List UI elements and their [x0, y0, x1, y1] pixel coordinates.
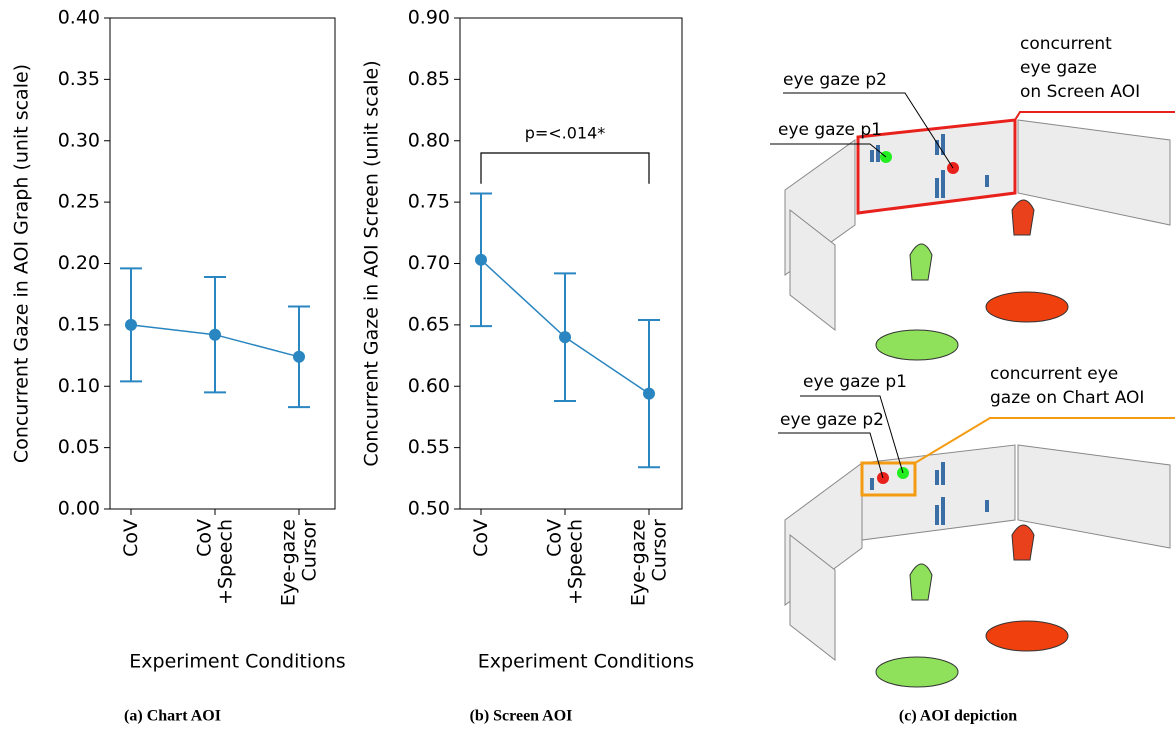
bracket	[481, 153, 649, 184]
y-tick-label: 0.80	[408, 129, 450, 151]
point	[293, 351, 305, 363]
person-p2	[1012, 525, 1034, 560]
x-tick-line: Cursor	[298, 519, 320, 582]
person-p1	[910, 564, 932, 600]
person-p1	[910, 244, 932, 280]
x-tick-label: CoV+Speech	[543, 519, 586, 605]
y-tick-label: 0.25	[58, 191, 100, 213]
label: eye gaze p2	[783, 70, 887, 90]
y-tick-label: 0.60	[408, 375, 450, 397]
panel	[1018, 445, 1170, 548]
x-axis-label: Experiment Conditions	[129, 651, 345, 673]
point	[643, 388, 655, 400]
panel	[862, 445, 1015, 540]
y-tick-label: 0.85	[408, 68, 450, 90]
x-tick-label: Eye-gazeCursor	[627, 519, 670, 606]
floor-p2	[986, 621, 1068, 651]
x-tick-line: +Speech	[564, 519, 586, 605]
line: on Screen AOI	[1020, 82, 1140, 102]
y-tick-label: 0.30	[58, 129, 100, 151]
x-tick-line: Cursor	[648, 519, 670, 582]
panel	[1018, 120, 1170, 225]
line: concurrent eye	[990, 364, 1118, 384]
label: eye gaze p1	[778, 120, 882, 140]
y-tick-label: 0.00	[58, 498, 100, 520]
y-tick-label: 0.55	[408, 436, 450, 458]
x-tick-line: Eye-gaze	[627, 519, 649, 606]
floor-p1	[876, 330, 958, 360]
x-axis-label: Experiment Conditions	[478, 651, 694, 673]
point	[475, 254, 487, 266]
leader	[1015, 112, 1175, 120]
annotation: p=<.014*	[525, 124, 606, 143]
label: eye gaze p1	[803, 372, 907, 392]
label: eye gaze p2	[780, 410, 884, 430]
line: concurrent	[1020, 34, 1112, 54]
x-tick-label: CoV	[120, 519, 142, 557]
point	[209, 329, 221, 341]
x-tick-label: CoV	[470, 519, 492, 557]
caption: (c) AOI depiction	[899, 708, 1017, 725]
x-tick-line: CoV	[470, 519, 492, 557]
y-tick-label: 0.20	[58, 252, 100, 274]
y-tick-label: 0.05	[58, 436, 100, 458]
x-tick-line: CoV	[120, 519, 142, 557]
y-tick-label: 0.40	[58, 7, 100, 29]
person-p2	[1012, 200, 1034, 235]
x-tick-label: Eye-gazeCursor	[277, 519, 320, 606]
point	[559, 331, 571, 343]
floor-p1	[876, 657, 958, 687]
y-tick-label: 0.35	[58, 68, 100, 90]
caption: (b) Screen AOI	[470, 708, 573, 725]
floor-p2	[986, 292, 1068, 322]
point	[125, 319, 137, 331]
label: concurrent eye gaze on Screen AOI	[1020, 34, 1140, 102]
plot-frame	[110, 18, 335, 509]
illustration: eye gaze p2 eye gaze p1 concurrent eye ga…	[770, 34, 1175, 725]
y-tick-label: 0.70	[408, 252, 450, 274]
y-tick-label: 0.90	[408, 7, 450, 29]
y-tick-label: 0.15	[58, 313, 100, 335]
y-tick-label: 0.65	[408, 313, 450, 335]
x-tick-line: CoV	[543, 519, 565, 557]
y-tick-label: 0.50	[408, 498, 450, 520]
figure: eye gaze p2 eye gaze p1 concurrent eye ga…	[0, 0, 1175, 733]
x-tick-label: CoV+Speech	[193, 519, 236, 605]
x-tick-line: +Speech	[214, 519, 236, 605]
caption: (a) Chart AOI	[124, 708, 221, 725]
x-tick-line: CoV	[193, 519, 215, 557]
line: eye gaze	[1020, 58, 1097, 78]
x-tick-line: Eye-gaze	[277, 519, 299, 606]
y-tick-label: 0.10	[58, 375, 100, 397]
y-axis-label: Concurrent Gaze in AOI Graph (unit scale…	[11, 64, 33, 463]
line: gaze on Chart AOI	[990, 388, 1144, 408]
label: concurrent eye gaze on Chart AOI	[990, 364, 1144, 408]
y-axis-label: Concurrent Gaze in AOI Screen (unit scal…	[361, 60, 383, 466]
y-tick-label: 0.75	[408, 191, 450, 213]
